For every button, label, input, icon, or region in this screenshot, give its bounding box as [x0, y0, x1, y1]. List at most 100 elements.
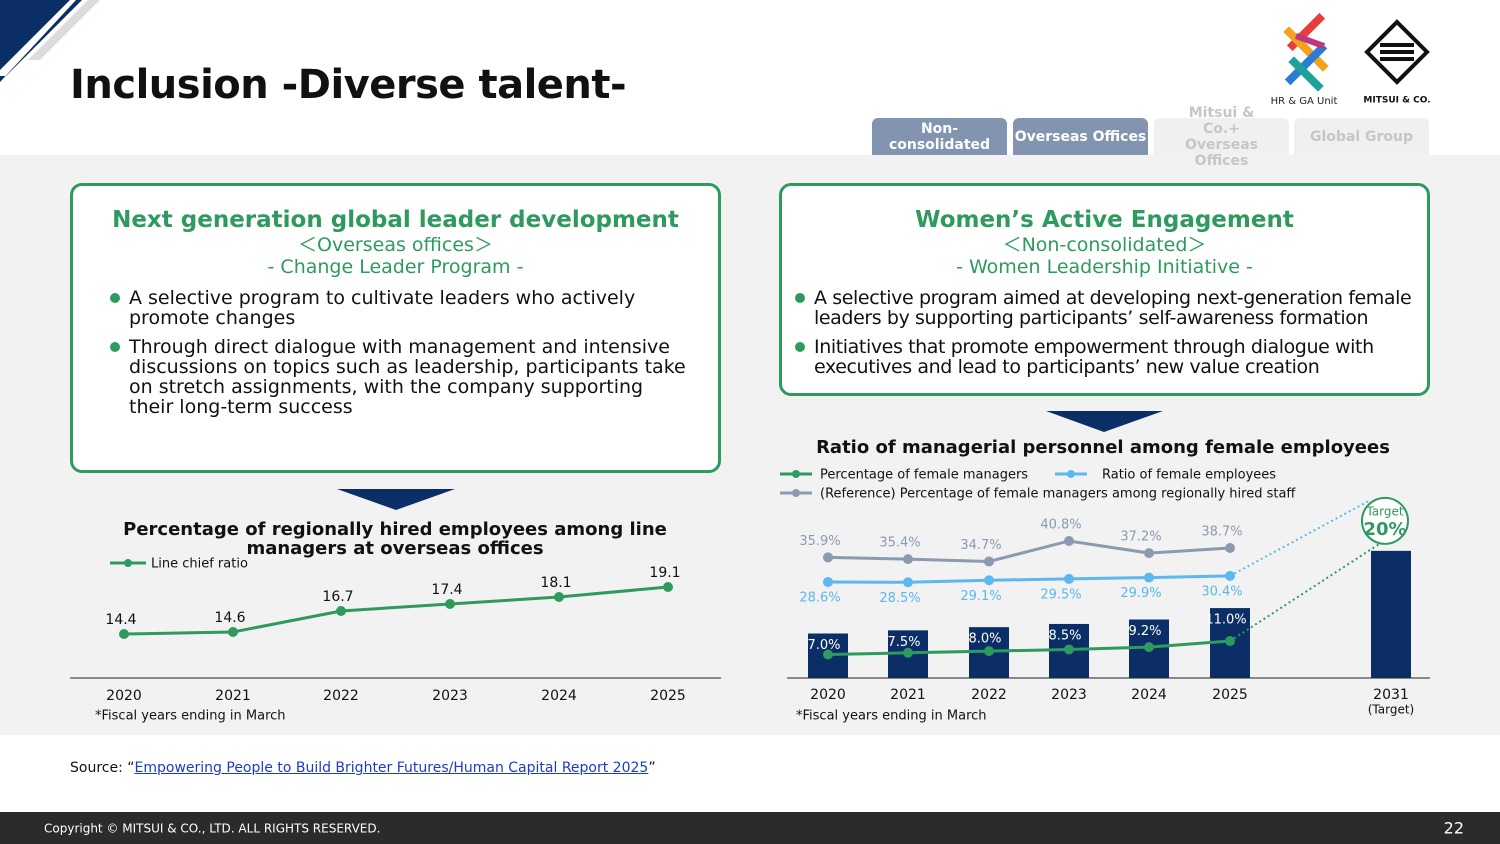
panel: Next generation global leader developmen… [70, 183, 721, 473]
data-label: 29.1% [960, 589, 1001, 604]
panel-program: - Women Leadership Initiative - [956, 256, 1253, 278]
bar-label: 8.0% [968, 632, 1001, 647]
data-label: 35.4% [879, 536, 920, 551]
marker [1064, 535, 1074, 546]
marker [984, 556, 994, 567]
x-tick-label: 2025 [1212, 687, 1248, 703]
source-prefix: Source: “ [70, 760, 135, 776]
bar-label: 11.0% [1205, 613, 1246, 628]
marker [663, 582, 673, 592]
bar-label: 8.5% [1048, 628, 1081, 643]
copyright: Copyright © MITSUI & CO., LTD. ALL RIGHT… [44, 822, 380, 836]
mitsui-logo [1364, 19, 1430, 85]
data-label: 30.4% [1201, 584, 1242, 599]
bar [1371, 550, 1411, 678]
x-tick-label: 2023 [432, 688, 468, 704]
x-tick-label: 2024 [541, 688, 577, 704]
bar-label: 9.2% [1128, 624, 1161, 639]
marker [1225, 543, 1235, 554]
marker [1144, 642, 1154, 653]
left-chart: 2020 2021 2022 2023 2024 2025 *Fiscal years en… [70, 557, 721, 724]
panel-title: Next generation global leader developmen… [112, 207, 679, 233]
note: *Fiscal years ending in March [95, 709, 286, 724]
data-label: 14.4 [105, 612, 136, 628]
marker [1144, 548, 1154, 559]
chart-title: Percentage of regionally hired employees… [123, 519, 667, 559]
x-tick-label: 2031 [1373, 687, 1409, 703]
data-label: 28.5% [879, 591, 920, 606]
marker [984, 646, 994, 657]
bullet: A selective program aimed at developing … [795, 288, 1421, 328]
data-label: 29.5% [1040, 587, 1081, 602]
legend-label: Percentage of female managers [820, 468, 1028, 483]
corner-deco [0, 0, 70, 70]
data-label: 19.1 [649, 565, 680, 581]
marker [1064, 644, 1074, 655]
data-label: 37.2% [1120, 530, 1161, 545]
x-tick-label: 2022 [323, 688, 359, 704]
legend-label: Ratio of female employees [1102, 468, 1276, 483]
marker [445, 599, 455, 609]
target-value: 20% [1363, 519, 1406, 540]
source: Source: “Empowering People to Build Brig… [70, 760, 656, 776]
x-tick-label: 2020 [810, 687, 846, 703]
x-tick-label: 2025 [650, 688, 686, 704]
data-label: 28.6% [799, 590, 840, 605]
x-tick-label: 2021 [215, 688, 251, 704]
marker [1144, 572, 1154, 583]
line [827, 574, 1231, 584]
panel-title: Women’s Active Engagement [915, 207, 1294, 233]
line [123, 585, 669, 636]
bar-label: 7.0% [807, 638, 840, 653]
data-label: 35.9% [799, 534, 840, 549]
tab[interactable]: Non-consolidated [872, 118, 1007, 155]
logo-unit: HR & GA Unit [1271, 96, 1338, 107]
x-tick-label: 2024 [1131, 687, 1167, 703]
marker [119, 629, 129, 639]
panel-subtitle: ＜Overseas offices＞ [298, 234, 493, 256]
chevron [1046, 411, 1163, 432]
x-tick-label: 2023 [1051, 687, 1087, 703]
data-label: 38.7% [1201, 525, 1242, 540]
marker [554, 592, 564, 602]
line [827, 539, 1231, 563]
legend-marker [124, 559, 132, 567]
target-trend [1229, 499, 1370, 577]
tab[interactable]: Mitsui & Co.+ Overseas Offices [1154, 105, 1289, 169]
note: *Fiscal years ending in March [796, 709, 987, 724]
corner-stripe [28, 0, 100, 60]
legend-marker [1067, 470, 1075, 478]
source-link[interactable]: Empowering People to Build Brighter Futu… [134, 760, 649, 776]
logo-company: MITSUI & CO. [1363, 96, 1430, 106]
bar-label: 7.5% [887, 635, 920, 650]
panel: Women’s Active Engagement ＜Non-consolida… [779, 183, 1430, 396]
data-label: 17.4 [431, 582, 462, 598]
marker [823, 649, 833, 660]
bullet: Through direct dialogue with management … [110, 337, 688, 417]
marker [1225, 570, 1235, 581]
data-label: 29.9% [1120, 586, 1161, 601]
panel-subtitle: ＜Non-consolidated＞ [1002, 234, 1207, 256]
marker [336, 606, 346, 616]
bullet: A selective program to cultivate leaders… [110, 288, 688, 328]
x-tick-label: 2020 [106, 688, 142, 704]
target-trend [1229, 542, 1382, 642]
target-badge [1361, 496, 1409, 545]
marker [903, 647, 913, 658]
marker [823, 576, 833, 587]
panel-program: - Change Leader Program - [267, 256, 524, 278]
legend-marker [792, 470, 800, 478]
legend-label: Line chief ratio [151, 557, 248, 572]
marker [1225, 636, 1235, 647]
corner-stripe [0, 0, 82, 82]
tab[interactable]: Overseas Offices [1013, 118, 1148, 155]
chart-title: Ratio of managerial personnel among fema… [816, 437, 1390, 458]
tab[interactable]: Global Group [1294, 118, 1429, 155]
data-label: 40.8% [1040, 517, 1081, 532]
data-label: 18.1 [540, 575, 571, 591]
data-label: 14.6 [214, 610, 245, 626]
page-title: Inclusion -Diverse talent- [70, 62, 627, 108]
bullet: Initiatives that promote empowerment thr… [795, 337, 1421, 377]
target-callout: Target [1365, 504, 1403, 518]
